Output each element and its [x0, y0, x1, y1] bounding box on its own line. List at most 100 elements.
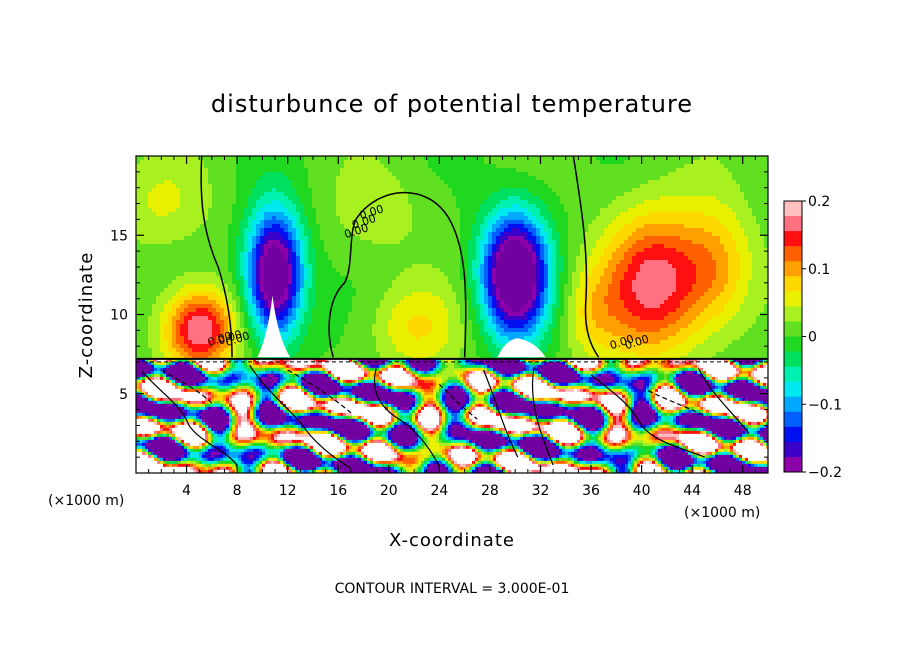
field-cell — [556, 216, 561, 221]
field-cell — [632, 208, 637, 213]
field-cell — [328, 268, 333, 273]
field-cell — [416, 260, 421, 265]
field-cell — [296, 196, 301, 201]
field-cell — [728, 172, 733, 177]
field-cell — [268, 228, 273, 233]
field-cell — [540, 220, 545, 225]
field-cell — [228, 280, 233, 285]
field-cell — [212, 192, 217, 197]
field-cell — [264, 236, 269, 241]
field-cell — [736, 192, 741, 197]
field-cell — [348, 196, 353, 201]
field-cell — [560, 172, 565, 177]
field-cell — [648, 168, 653, 173]
field-cell — [692, 212, 697, 217]
field-cell — [344, 248, 349, 253]
field-cell — [188, 248, 193, 253]
field-cell — [736, 272, 741, 277]
field-cell — [636, 176, 641, 181]
field-cell — [388, 200, 393, 205]
field-cell — [704, 240, 709, 245]
field-cell — [320, 168, 325, 173]
field-cell — [520, 196, 525, 201]
field-cell — [536, 204, 541, 209]
field-cell — [320, 228, 325, 233]
field-cell — [640, 232, 645, 237]
field-cell — [484, 164, 489, 169]
field-cell — [564, 176, 569, 181]
field-cell — [276, 276, 281, 281]
field-cell — [548, 260, 553, 265]
field-cell — [668, 208, 673, 213]
field-cell — [752, 268, 757, 273]
field-cell — [292, 228, 297, 233]
field-cell — [392, 160, 397, 165]
field-cell — [696, 200, 701, 205]
field-cell — [304, 208, 309, 213]
field-cell — [648, 216, 653, 221]
field-cell — [732, 196, 737, 201]
field-cell — [264, 268, 269, 273]
field-cell — [264, 264, 269, 269]
field-cell — [396, 212, 401, 217]
field-cell — [676, 256, 681, 261]
field-cell — [616, 172, 621, 177]
field-cell — [624, 200, 629, 205]
field-cell — [256, 216, 261, 221]
field-cell — [744, 188, 749, 193]
field-cell — [576, 208, 581, 213]
field-cell — [268, 180, 273, 185]
field-cell — [376, 268, 381, 273]
field-cell — [188, 272, 193, 277]
field-cell — [616, 260, 621, 265]
field-cell — [252, 248, 257, 253]
field-cell — [272, 264, 277, 269]
field-cell — [192, 280, 197, 285]
field-cell — [452, 268, 457, 273]
field-cell — [652, 200, 657, 205]
field-cell — [680, 200, 685, 205]
field-cell — [196, 244, 201, 249]
field-cell — [656, 244, 661, 249]
field-cell — [288, 280, 293, 285]
field-cell — [568, 164, 573, 169]
field-cell — [396, 196, 401, 201]
field-cell — [428, 264, 433, 269]
field-cell — [544, 176, 549, 181]
field-cell — [740, 200, 745, 205]
field-cell — [452, 172, 457, 177]
field-cell — [404, 228, 409, 233]
field-cell — [176, 220, 181, 225]
field-cell — [760, 204, 765, 209]
field-cell — [436, 172, 441, 177]
field-cell — [684, 264, 689, 269]
field-cell — [412, 208, 417, 213]
field-cell — [528, 244, 533, 249]
field-cell — [656, 240, 661, 245]
field-cell — [464, 272, 469, 277]
field-cell — [184, 280, 189, 285]
field-cell — [536, 176, 541, 181]
field-cell — [496, 260, 501, 265]
field-cell — [604, 176, 609, 181]
field-cell — [448, 248, 453, 253]
field-cell — [180, 192, 185, 197]
field-cell — [524, 280, 529, 285]
field-cell — [660, 212, 665, 217]
field-cell — [460, 280, 465, 285]
field-cell — [236, 268, 241, 273]
field-cell — [304, 192, 309, 197]
field-cell — [676, 168, 681, 173]
field-cell — [528, 264, 533, 269]
field-cell — [736, 180, 741, 185]
field-cell — [752, 192, 757, 197]
field-cell — [276, 272, 281, 277]
field-cell — [484, 280, 489, 285]
field-cell — [308, 280, 313, 285]
field-cell — [356, 268, 361, 273]
field-cell — [352, 164, 357, 169]
field-cell — [548, 172, 553, 177]
field-cell — [256, 156, 261, 161]
field-cell — [584, 184, 589, 189]
field-cell — [396, 260, 401, 265]
